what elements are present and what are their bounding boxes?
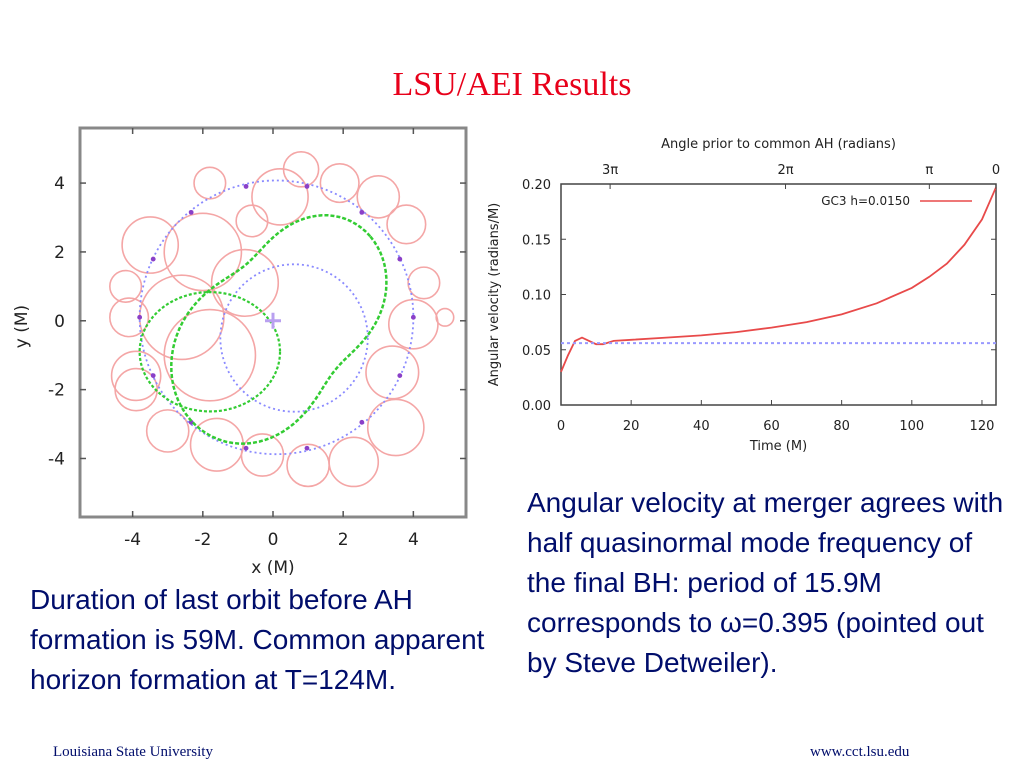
orbit-duration-text-body: Duration of last orbit before AH formati… (30, 584, 485, 695)
orbit-marker (359, 209, 365, 215)
x-axis-label: x (M) (251, 558, 294, 578)
plot-frame (560, 183, 997, 406)
y-tick-label: 0.00 (522, 399, 551, 414)
chart-title: Angle prior to common AH (radians) (661, 137, 896, 152)
orbit-marker (410, 314, 416, 320)
horizon-circle (121, 216, 180, 274)
horizon-circle (235, 204, 269, 238)
orbit-marker (304, 184, 310, 189)
orbit-marker (304, 445, 310, 451)
orbit-marker (150, 256, 156, 262)
top-tick-label: π (925, 163, 933, 178)
slide-title: LSU/AEI Results (392, 66, 632, 103)
x-tick-label: 0 (268, 530, 279, 550)
horizon-circle (356, 174, 401, 219)
horizon-circle (365, 345, 420, 400)
legend-label: GC3 h=0.0150 (821, 194, 910, 208)
horizon-circle (114, 367, 159, 412)
y-axis-label: Angular velocity (radians/M) (487, 203, 502, 387)
horizon-circle (110, 350, 162, 402)
x-axis-label: Time (M) (749, 439, 807, 454)
orbit-marker (150, 373, 156, 378)
y-tick-label: 2 (54, 243, 65, 263)
y-axis-label: y (M) (12, 305, 32, 348)
x-tick-label: 2 (338, 530, 349, 550)
common-horizon-curve (170, 214, 388, 445)
horizon-circle (145, 409, 190, 453)
orbit-marker (243, 445, 249, 451)
y-tick-label: -4 (48, 449, 65, 469)
y-tick-label: 0.20 (522, 178, 551, 193)
orbit-marker (137, 314, 143, 320)
horizon-circle (251, 167, 309, 226)
horizon-circle (407, 266, 441, 300)
top-tick-label: 2π (777, 163, 793, 178)
y-tick-label: -2 (48, 381, 65, 401)
horizon-circle (386, 204, 427, 245)
orbit-marker (359, 419, 365, 425)
orbit-marker (243, 184, 249, 189)
horizon-circle (286, 443, 330, 488)
series-line-gc3 (560, 186, 997, 373)
x-tick-label: 4 (408, 530, 419, 550)
orbit-duration-text: Duration of last orbit before AH formati… (30, 580, 517, 700)
x-tick-label: -4 (124, 530, 141, 550)
x-tick-label: 120 (970, 419, 995, 434)
horizon-circle (282, 150, 320, 188)
individual-horizon-curve (138, 291, 282, 413)
horizon-circle (109, 269, 143, 303)
y-tick-label: 0.05 (522, 344, 551, 359)
horizon-circle (435, 307, 455, 327)
x-tick-label: 0 (557, 419, 565, 434)
y-tick-label: 4 (54, 174, 65, 194)
horizon-circle (163, 308, 257, 402)
horizon-circle (193, 166, 227, 200)
horizon-circle (366, 398, 425, 457)
footer-university: Louisiana State University (53, 744, 213, 760)
orbit-marker (397, 256, 403, 262)
x-tick-label: 100 (899, 419, 924, 434)
x-tick-label: -2 (194, 530, 211, 550)
x-tick-label: 60 (763, 419, 780, 434)
angular-velocity-text: Angular velocity at merger agrees with h… (527, 487, 1004, 678)
horizon-circle (319, 162, 360, 204)
x-tick-label: 20 (623, 419, 640, 434)
y-tick-label: 0 (54, 312, 65, 332)
center-of-mass-marker (265, 312, 281, 329)
inner-orbit-track (219, 263, 369, 413)
horizon-circle (109, 297, 150, 338)
y-tick-label: 0.15 (522, 233, 551, 248)
y-tick-label: 0.10 (522, 289, 551, 304)
footer-url: www.cct.lsu.edu (810, 744, 910, 760)
x-tick-label: 80 (833, 419, 850, 434)
horizon-circle (210, 248, 280, 318)
x-tick-label: 40 (693, 419, 710, 434)
horizon-circle (163, 212, 243, 292)
orbit-marker (188, 209, 194, 215)
top-tick-label: 3π (602, 163, 618, 178)
top-tick-label: 0 (992, 163, 1000, 178)
horizon-circle (388, 298, 439, 350)
orbit-marker (397, 373, 403, 378)
